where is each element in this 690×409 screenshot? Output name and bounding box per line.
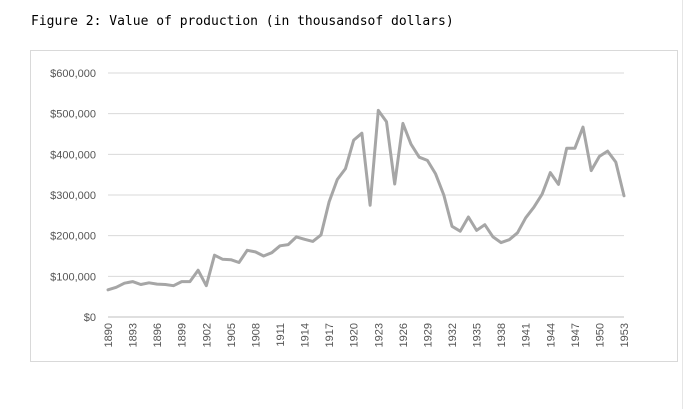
x-tick-label: 1920 xyxy=(349,323,361,347)
y-tick-label: $500,000 xyxy=(50,109,96,121)
x-tick-label: 1917 xyxy=(324,323,336,347)
chart-area xyxy=(30,50,678,362)
x-tick-label: 1905 xyxy=(226,323,238,347)
x-tick-label: 1932 xyxy=(447,323,459,347)
x-tick-label: 1899 xyxy=(177,323,189,347)
x-tick-label: 1941 xyxy=(521,323,533,347)
series-line xyxy=(106,108,626,292)
x-tick-label: 1950 xyxy=(594,323,606,347)
y-tick-label: $100,000 xyxy=(50,271,96,283)
x-tick-label: 1944 xyxy=(545,323,557,347)
x-tick-label: 1938 xyxy=(496,323,508,347)
x-tick-label: 1923 xyxy=(373,323,385,347)
y-tick-label: $300,000 xyxy=(50,190,96,202)
x-tick-label: 1914 xyxy=(300,323,312,347)
page-edge-divider xyxy=(682,0,683,409)
x-tick-label: 1902 xyxy=(201,323,213,347)
x-tick-label: 1947 xyxy=(570,323,582,347)
x-tick-label: 1908 xyxy=(250,323,262,347)
x-tick-label: 1929 xyxy=(422,323,434,347)
x-tick-label: 1911 xyxy=(275,323,287,347)
x-tick-label: 1893 xyxy=(128,323,140,347)
x-tick-label: 1926 xyxy=(398,323,410,347)
x-tick-label: 1953 xyxy=(619,323,631,347)
y-tick-label: $400,000 xyxy=(50,149,96,161)
y-tick-label: $200,000 xyxy=(50,231,96,243)
x-tick-label: 1935 xyxy=(472,323,484,347)
x-tick-label: 1890 xyxy=(103,323,115,347)
x-tick-label: 1896 xyxy=(152,323,164,347)
y-tick-label: $600,000 xyxy=(50,68,96,80)
y-tick-label: $0 xyxy=(84,312,96,324)
figure-caption: Figure 2: Value of production (in thousa… xyxy=(31,14,454,29)
